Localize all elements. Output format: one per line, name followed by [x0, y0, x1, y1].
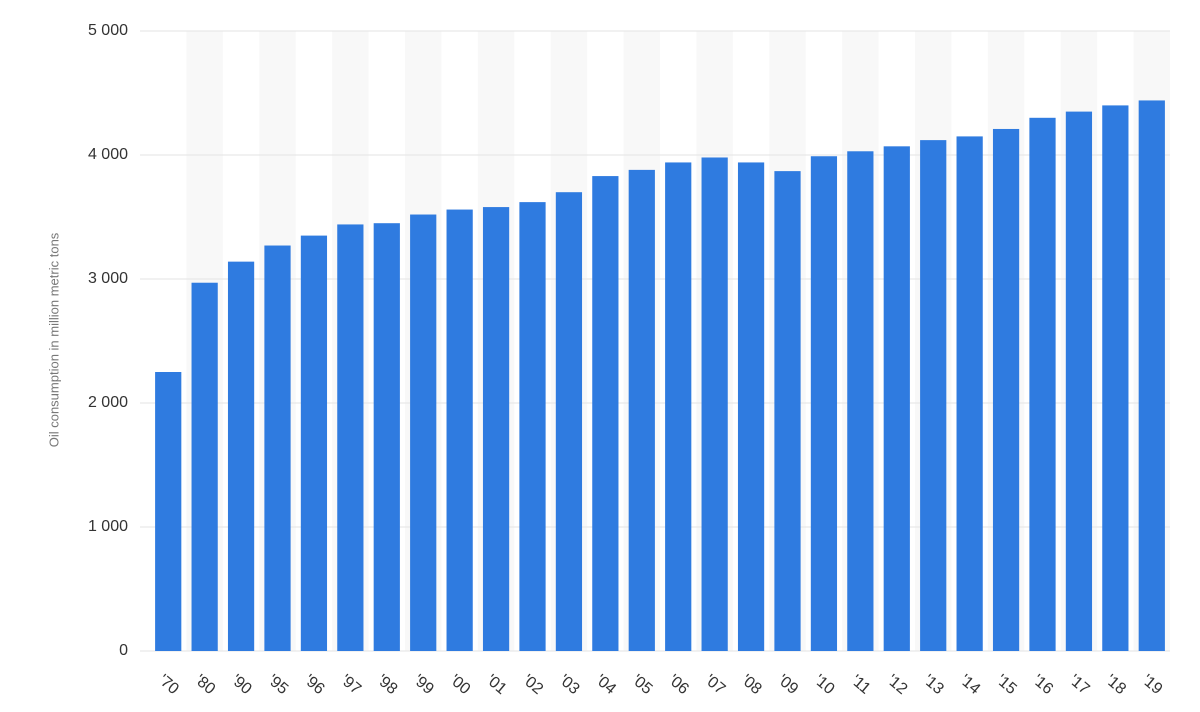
- x-tick-label: '08: [738, 672, 765, 699]
- x-tick-label: '18: [1102, 672, 1129, 699]
- x-tick-label: '00: [446, 672, 473, 699]
- bar: [883, 146, 910, 651]
- x-tick-label: '04: [592, 672, 619, 699]
- bar: [519, 202, 546, 651]
- y-axis-title: Oil consumption in million metric tons: [46, 232, 61, 447]
- bar: [701, 157, 728, 652]
- x-tick-label: '99: [410, 672, 437, 699]
- bar: [847, 151, 874, 651]
- x-tick-label: '13: [920, 672, 947, 699]
- y-tick-label: 2 000: [88, 394, 128, 411]
- bar: [1029, 117, 1056, 652]
- bar: [227, 261, 255, 651]
- bar: [992, 128, 1020, 651]
- bar: [1138, 100, 1165, 651]
- bar: [337, 224, 364, 651]
- x-tick-label: '10: [811, 672, 838, 699]
- bar: [737, 162, 765, 651]
- y-tick-label: 5 000: [88, 22, 128, 39]
- bar: [1065, 111, 1093, 652]
- x-tick-label: '09: [774, 672, 801, 699]
- x-tick-label: '11: [848, 672, 874, 698]
- x-tick-label: '03: [556, 672, 583, 699]
- x-tick-label: '95: [264, 672, 291, 699]
- x-tick-label: '05: [629, 672, 656, 699]
- x-tick-label: '01: [483, 672, 510, 699]
- x-tick-label: '17: [1066, 672, 1093, 699]
- x-tick-label: '15: [993, 672, 1020, 699]
- x-tick-label: '98: [374, 672, 401, 699]
- bar: [920, 140, 947, 651]
- bar: [592, 176, 619, 651]
- bar: [810, 156, 838, 652]
- bar: [155, 372, 182, 651]
- x-tick-label: '12: [884, 672, 911, 699]
- bar: [1102, 105, 1129, 651]
- x-tick-label: '70: [155, 672, 182, 699]
- bar: [956, 136, 983, 651]
- x-tick-label: '06: [665, 672, 692, 699]
- bar: [774, 171, 801, 651]
- x-tick-label: '97: [337, 672, 364, 699]
- bar: [628, 169, 655, 651]
- x-tick-label: '80: [191, 672, 218, 699]
- x-tick-label: '90: [228, 672, 255, 699]
- bar: [555, 192, 583, 651]
- y-tick-label: 3 000: [88, 270, 128, 287]
- bar: [665, 162, 692, 651]
- x-tick-label: '19: [1139, 672, 1166, 699]
- bar: [482, 207, 510, 651]
- x-tick-label: '14: [956, 672, 983, 699]
- bar: [373, 223, 400, 651]
- bar: [300, 235, 328, 651]
- y-tick-label: 1 000: [88, 518, 128, 535]
- y-tick-label: 4 000: [88, 146, 128, 163]
- bar: [191, 282, 218, 651]
- bar: [446, 209, 473, 651]
- x-tick-label: '16: [1029, 672, 1056, 699]
- x-tick-label: '07: [701, 672, 728, 699]
- y-tick-label: 0: [119, 642, 128, 659]
- bar: [264, 245, 291, 651]
- x-tick-label: '02: [519, 672, 546, 699]
- bar: [410, 214, 437, 651]
- x-tick-label: '96: [301, 672, 328, 699]
